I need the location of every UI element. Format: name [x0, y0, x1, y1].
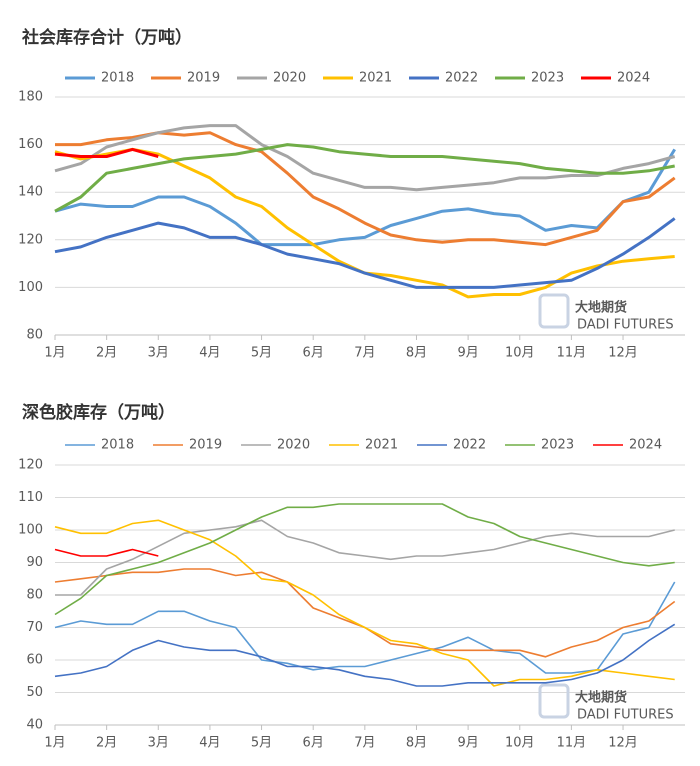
x-tick-label: 9月 — [457, 736, 478, 751]
legend-label: 2022 — [453, 438, 486, 453]
series-line — [54, 143, 675, 213]
chart-title: 深色胶库存（万吨） — [22, 402, 175, 423]
y-tick-label: 40 — [26, 718, 43, 733]
x-tick-label: 5月 — [251, 346, 272, 361]
legend-label: 2023 — [531, 71, 564, 86]
legend-label: 2022 — [445, 71, 478, 86]
x-tick-label: 5月 — [251, 736, 272, 751]
y-tick-label: 140 — [18, 185, 43, 200]
series-line — [54, 148, 676, 247]
x-tick-label: 12月 — [608, 736, 638, 751]
legend-label: 2020 — [273, 71, 306, 86]
y-tick-label: 70 — [26, 620, 43, 635]
series-line — [54, 147, 159, 158]
watermark-logo — [538, 683, 570, 719]
x-tick-label: 1月 — [44, 346, 65, 361]
series-line — [54, 548, 159, 557]
x-tick-label: 7月 — [354, 736, 375, 751]
watermark-sub: DADI FUTURES — [577, 708, 674, 723]
series-line — [54, 519, 675, 687]
x-tick-label: 10月 — [505, 346, 535, 361]
y-tick-label: 100 — [18, 280, 43, 295]
series-line — [54, 623, 676, 687]
y-tick-label: 180 — [18, 90, 43, 105]
y-tick-label: 120 — [18, 458, 43, 473]
watermark: 大地期货 — [575, 300, 627, 316]
y-tick-label: 60 — [26, 653, 43, 668]
series-line — [54, 503, 675, 616]
x-tick-label: 7月 — [354, 346, 375, 361]
x-tick-label: 9月 — [457, 346, 478, 361]
legend-label: 2021 — [359, 71, 392, 86]
legend-label: 2024 — [629, 438, 662, 453]
x-tick-label: 1月 — [44, 736, 65, 751]
series-line — [54, 124, 676, 192]
legend-label: 2019 — [189, 438, 222, 453]
x-tick-label: 4月 — [199, 736, 220, 751]
watermark: 大地期货 — [575, 690, 627, 706]
series-line — [54, 581, 676, 674]
y-tick-label: 80 — [26, 328, 43, 343]
y-tick-label: 110 — [18, 490, 43, 505]
x-tick-label: 3月 — [148, 346, 169, 361]
watermark-sub: DADI FUTURES — [577, 318, 674, 333]
x-tick-label: 8月 — [406, 736, 427, 751]
legend-label: 2024 — [617, 71, 650, 86]
legend-label: 2020 — [277, 438, 310, 453]
x-tick-label: 8月 — [406, 346, 427, 361]
series-line — [54, 217, 676, 289]
x-tick-label: 11月 — [557, 736, 587, 751]
y-tick-label: 100 — [18, 523, 43, 538]
legend-label: 2023 — [541, 438, 574, 453]
x-tick-label: 4月 — [199, 346, 220, 361]
chart-title: 社会库存合计（万吨） — [21, 27, 192, 48]
x-tick-label: 2月 — [96, 346, 117, 361]
y-tick-label: 160 — [18, 137, 43, 152]
y-tick-label: 80 — [26, 588, 43, 603]
x-tick-label: 11月 — [557, 346, 587, 361]
legend-label: 2019 — [187, 71, 220, 86]
y-tick-label: 120 — [18, 232, 43, 247]
watermark-logo — [538, 293, 570, 329]
x-tick-label: 6月 — [303, 346, 324, 361]
series-line — [55, 519, 675, 596]
legend-label: 2018 — [101, 438, 134, 453]
y-tick-label: 50 — [26, 685, 43, 700]
legend-label: 2018 — [101, 71, 134, 86]
x-tick-label: 10月 — [505, 736, 535, 751]
x-tick-label: 2月 — [96, 736, 117, 751]
x-tick-label: 3月 — [148, 736, 169, 751]
x-tick-label: 12月 — [608, 346, 638, 361]
y-tick-label: 90 — [26, 555, 43, 570]
x-tick-label: 6月 — [303, 736, 324, 751]
legend-label: 2021 — [365, 438, 398, 453]
